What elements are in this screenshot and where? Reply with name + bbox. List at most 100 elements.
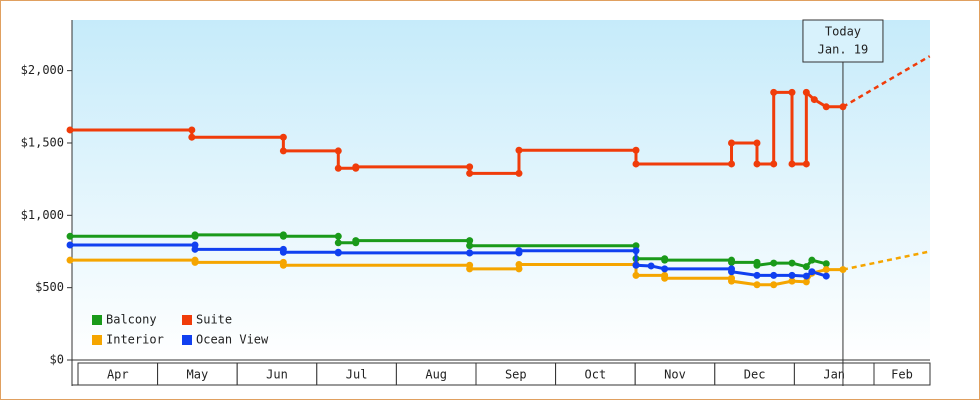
point	[647, 262, 655, 270]
today-label: Today	[825, 25, 861, 39]
legend-label: Suite	[196, 313, 232, 327]
point	[822, 272, 830, 280]
point	[808, 256, 816, 264]
y-tick-label: $1,500	[21, 135, 64, 149]
x-tick-label: Jan	[823, 368, 845, 382]
point	[770, 281, 778, 289]
x-tick-label: May	[187, 368, 209, 382]
point	[728, 277, 736, 285]
point	[632, 261, 640, 269]
point	[661, 274, 669, 282]
point	[661, 265, 669, 273]
point	[352, 163, 360, 171]
point	[279, 147, 287, 155]
legend-label: Interior	[106, 333, 164, 347]
point	[66, 126, 74, 134]
x-tick-label: Oct	[585, 368, 607, 382]
point	[66, 241, 74, 249]
point	[753, 160, 761, 168]
point	[788, 88, 796, 96]
point	[802, 278, 810, 286]
point	[515, 169, 523, 177]
point	[728, 139, 736, 147]
x-tick-label: Jun	[266, 368, 288, 382]
y-tick-label: $500	[35, 280, 64, 294]
point	[728, 268, 736, 276]
x-tick-label: Aug	[425, 368, 447, 382]
projection-line	[842, 55, 931, 108]
point	[515, 247, 523, 255]
point	[770, 88, 778, 96]
point	[753, 271, 761, 279]
point	[728, 258, 736, 266]
point	[810, 96, 818, 104]
x-tick-label: Dec	[744, 368, 766, 382]
y-tick-label: $1,000	[21, 208, 64, 222]
x-tick-label: Feb	[891, 368, 913, 382]
point	[822, 103, 830, 111]
point	[632, 242, 640, 250]
x-tick-label: Nov	[664, 368, 686, 382]
point	[191, 245, 199, 253]
point	[788, 160, 796, 168]
point	[802, 160, 810, 168]
legend-swatch	[92, 335, 102, 345]
point	[466, 249, 474, 257]
y-tick-label: $0	[50, 353, 64, 367]
point	[515, 146, 523, 154]
point	[788, 277, 796, 285]
point	[839, 103, 847, 111]
point	[632, 160, 640, 168]
series-line	[70, 88, 843, 175]
point	[466, 237, 474, 245]
today-box	[802, 19, 884, 63]
point	[632, 271, 640, 279]
x-tick-label: Sep	[505, 368, 527, 382]
point	[279, 133, 287, 141]
point	[466, 242, 474, 250]
projection-line	[842, 250, 930, 271]
plot-area	[72, 20, 930, 360]
point	[753, 281, 761, 289]
point	[632, 247, 640, 255]
x-tick-label: Apr	[107, 368, 129, 382]
point	[466, 163, 474, 171]
point	[788, 259, 796, 267]
point	[753, 261, 761, 269]
point	[802, 88, 810, 96]
point	[66, 256, 74, 264]
point	[661, 256, 669, 264]
point	[66, 232, 74, 240]
point	[191, 231, 199, 239]
point	[822, 260, 830, 268]
point	[770, 259, 778, 267]
point	[279, 248, 287, 256]
legend-swatch	[182, 315, 192, 325]
point	[632, 146, 640, 154]
point	[802, 272, 810, 280]
point	[466, 169, 474, 177]
point	[188, 126, 196, 134]
point	[279, 261, 287, 269]
today-date: Jan. 19	[818, 43, 869, 57]
point	[822, 266, 830, 274]
point	[802, 263, 810, 271]
point	[334, 232, 342, 240]
point	[334, 147, 342, 155]
point	[352, 237, 360, 245]
point	[279, 232, 287, 240]
point	[466, 265, 474, 273]
point	[191, 258, 199, 266]
point	[515, 261, 523, 269]
legend-swatch	[182, 335, 192, 345]
point	[788, 271, 796, 279]
y-tick-label: $2,000	[21, 63, 64, 77]
point	[808, 268, 816, 276]
point	[839, 266, 847, 274]
point	[188, 133, 196, 141]
point	[334, 164, 342, 172]
legend-swatch	[92, 315, 102, 325]
x-tick-label: Jul	[346, 368, 368, 382]
legend-label: Ocean View	[196, 333, 269, 347]
